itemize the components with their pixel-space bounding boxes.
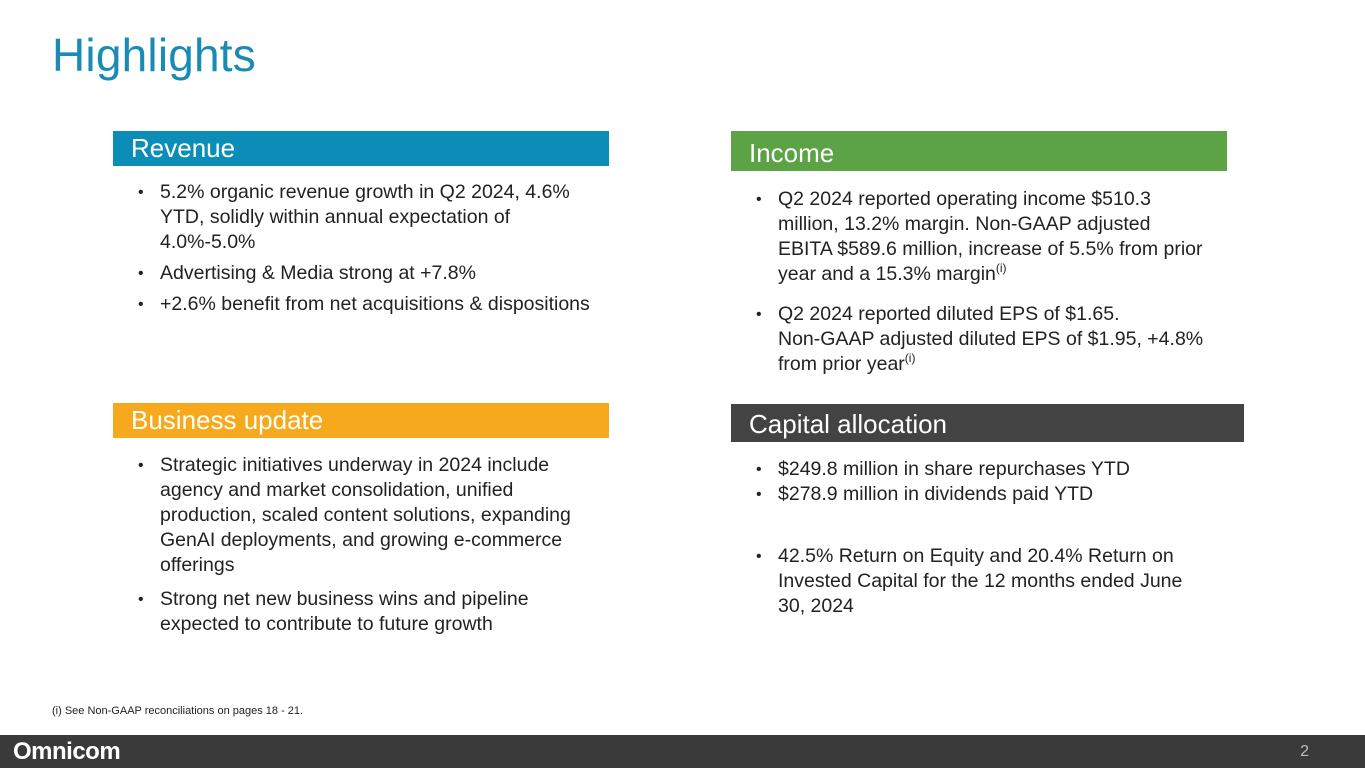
capital-allocation-header: Capital allocation [731, 404, 1244, 442]
revenue-header: Revenue [113, 131, 609, 166]
income-bullet: Q2 2024 reported operating income $510.3… [756, 187, 1206, 287]
income-list: Q2 2024 reported operating income $510.3… [756, 187, 1206, 392]
revenue-bullet: 5.2% organic revenue growth in Q2 2024, … [138, 180, 608, 255]
page-number: 2 [1300, 743, 1309, 760]
income-bullet-text: Q2 2024 reported operating income $510.3… [778, 188, 1203, 285]
income-bullet-text: Non-GAAP adjusted diluted EPS of $1.95, … [778, 328, 1204, 375]
footer-bar: Omnicom 2 [0, 735, 1365, 768]
capital-bullet: $278.9 million in dividends paid YTD [756, 482, 1206, 507]
footnote: (i) See Non-GAAP reconciliations on page… [52, 705, 304, 717]
capital-bullet: 42.5% Return on Equity and 20.4% Return … [756, 544, 1206, 619]
page-title: Highlights [52, 29, 256, 81]
footnote-marker: (i) [904, 351, 916, 365]
revenue-list: 5.2% organic revenue growth in Q2 2024, … [138, 180, 608, 323]
capital-bullet: $249.8 million in share repurchases YTD [756, 457, 1206, 482]
omnicom-logo: Omnicom [13, 738, 121, 765]
income-bullet-text: Q2 2024 reported diluted EPS of $1.65. [778, 303, 1120, 325]
revenue-bullet: Advertising & Media strong at +7.8% [138, 261, 608, 286]
income-header: Income [731, 131, 1227, 171]
business-update-header: Business update [113, 403, 609, 438]
revenue-bullet: +2.6% benefit from net acquisitions & di… [138, 292, 608, 317]
business-bullet: Strong net new business wins and pipelin… [138, 587, 608, 637]
income-bullet: Q2 2024 reported diluted EPS of $1.65. No… [756, 302, 1206, 377]
footnote-marker: (i) [995, 261, 1007, 275]
capital-allocation-list: $249.8 million in share repurchases YTD … [756, 457, 1206, 619]
business-update-list: Strategic initiatives underway in 2024 i… [138, 453, 608, 646]
business-bullet: Strategic initiatives underway in 2024 i… [138, 453, 608, 578]
